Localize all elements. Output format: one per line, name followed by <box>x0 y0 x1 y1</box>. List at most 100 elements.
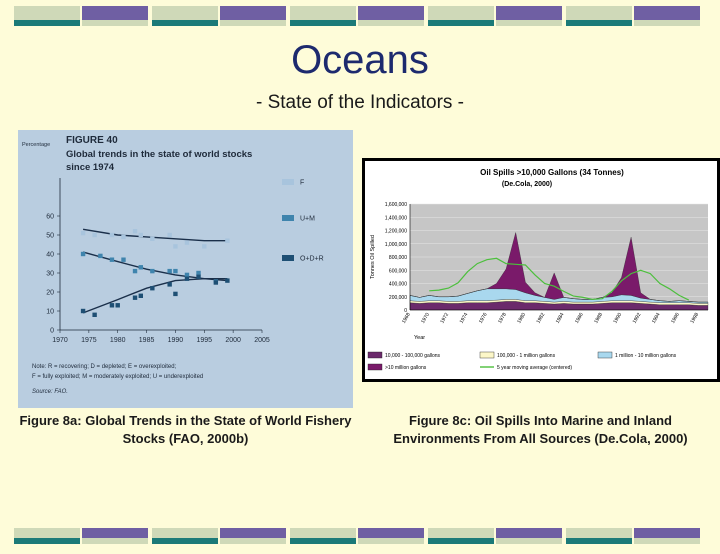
decoration-block <box>220 528 286 538</box>
fish-data-point <box>213 280 219 285</box>
fish-x-tick-label: 2000 <box>225 337 241 344</box>
decoration-underline <box>358 538 424 544</box>
decoration-underline <box>428 538 494 544</box>
fish-data-point <box>132 295 138 300</box>
fish-data-point <box>196 270 201 276</box>
decoration-block <box>634 528 700 538</box>
fish-legend-swatch <box>282 215 294 221</box>
fish-y-tick-label: 30 <box>46 271 54 278</box>
fish-note-line2: F = fully exploited; M = moderately expl… <box>32 374 203 380</box>
fish-legend-label: U+M <box>300 216 315 223</box>
fish-data-point <box>80 230 86 236</box>
decoration-underline <box>428 20 494 26</box>
fish-data-point <box>80 308 86 314</box>
fish-data-point <box>184 276 190 281</box>
fish-figure-number: FIGURE 40 <box>66 135 118 146</box>
decoration-underline <box>14 538 80 544</box>
decoration-block <box>358 6 424 20</box>
fish-data-point <box>80 251 86 257</box>
fish-data-point <box>121 257 126 262</box>
oil-legend-swatch <box>597 351 613 359</box>
oil-legend-label: 5 year moving average (centered) <box>497 365 572 371</box>
fish-legend-swatch <box>282 255 294 261</box>
oil-y-axis-label: Tonnes Oil Spilled <box>370 235 376 279</box>
decoration-underline <box>82 20 148 26</box>
fish-data-point <box>167 282 172 287</box>
fish-data-point <box>109 303 115 308</box>
decoration-block <box>428 528 494 538</box>
decoration-block <box>152 528 218 538</box>
decoration-underline <box>220 538 286 544</box>
decoration-block <box>14 6 80 20</box>
fish-y-tick-label: 20 <box>46 290 54 297</box>
fish-title-line2: since 1974 <box>66 162 115 173</box>
decoration-block <box>152 6 218 20</box>
oil-y-tick-label: 400,000 <box>389 282 407 288</box>
fish-data-point <box>225 238 230 243</box>
fish-data-point <box>173 244 178 249</box>
fish-data-point <box>184 240 190 245</box>
decoration-block <box>566 528 632 538</box>
fish-y-tick-label: 0 <box>50 328 54 335</box>
decoration-block <box>566 6 632 20</box>
oil-y-tick-label: 600,000 <box>389 268 407 274</box>
oil-x-tick-label: 1970 <box>420 312 431 325</box>
fish-note-line1: Note: R = recovering; D = depleted; E = … <box>32 364 177 370</box>
fish-data-point <box>92 312 97 317</box>
decoration-block <box>82 6 148 20</box>
oil-moving-average-line <box>429 257 690 301</box>
oil-title-line1: Oil Spills >10,000 Gallons (34 Tonnes) <box>480 168 624 177</box>
oil-y-tick-label: 0 <box>404 308 407 314</box>
fish-data-point <box>184 272 190 278</box>
decoration-underline <box>290 20 356 26</box>
fish-data-point <box>173 268 178 274</box>
fish-data-point <box>167 268 172 274</box>
fish-data-point <box>202 244 207 249</box>
fish-legend-label: F <box>300 180 304 187</box>
caption-oil-figure: Figure 8c: Oil Spills Into Marine and In… <box>393 413 688 446</box>
fish-data-point <box>150 286 155 291</box>
decoration-block <box>220 6 286 20</box>
decoration-block <box>358 528 424 538</box>
oil-y-tick-label: 200,000 <box>389 295 407 301</box>
fish-x-tick-label: 1980 <box>110 337 126 344</box>
fish-x-tick-label: 1985 <box>139 337 155 344</box>
fish-panel-background <box>18 130 353 408</box>
oil-x-tick-label: 1996 <box>670 312 681 325</box>
fish-title-line1: Global trends in the state of world stoc… <box>66 149 252 160</box>
oil-x-tick-label: 1986 <box>574 312 585 325</box>
fish-data-point <box>109 232 115 238</box>
fish-y-tick-label: 50 <box>46 233 54 240</box>
decoration-underline <box>496 20 562 26</box>
oil-x-tick-label: 1998 <box>689 312 700 325</box>
fishery-stocks-figure: Percentage FIGURE 40 Global trends in th… <box>18 130 353 408</box>
decoration-underline <box>152 538 218 544</box>
oil-x-tick-label: 1978 <box>497 312 508 325</box>
oil-x-tick-label: 1974 <box>459 312 470 325</box>
fish-data-point <box>225 278 230 283</box>
fish-y-tick-label: 60 <box>46 214 54 221</box>
fish-data-point <box>132 229 138 234</box>
fish-data-point <box>167 232 172 238</box>
oil-x-tick-label: 1988 <box>593 312 604 325</box>
slide-title: Oceans <box>291 38 429 82</box>
oil-x-tick-label: 1980 <box>516 312 527 325</box>
decoration-underline <box>290 538 356 544</box>
decoration-block <box>496 528 562 538</box>
caption-fishery-figure: Figure 8a: Global Trends in the State of… <box>19 413 352 446</box>
fish-x-tick-label: 1970 <box>52 337 68 344</box>
oil-legend-label: >10 million gallons <box>385 365 427 371</box>
fish-y-tick-label: 40 <box>46 252 54 259</box>
oil-x-tick-label: 1984 <box>555 312 566 325</box>
oil-legend: 10,000 - 100,000 gallons 100,000 - 1 mill… <box>367 351 677 371</box>
decoration-underline <box>496 538 562 544</box>
oil-y-tick-label: 1,200,000 <box>385 229 407 235</box>
fish-data-point <box>173 291 178 297</box>
fish-legend-swatch <box>282 179 294 185</box>
oil-x-tick-label: 1990 <box>612 312 623 325</box>
fish-data-point <box>121 234 126 240</box>
fish-data-point <box>196 274 201 279</box>
fish-legend-label: O+D+R <box>300 256 324 263</box>
fish-source: Source: FAO. <box>32 389 68 395</box>
oil-x-tick-label: 1972 <box>439 312 450 325</box>
